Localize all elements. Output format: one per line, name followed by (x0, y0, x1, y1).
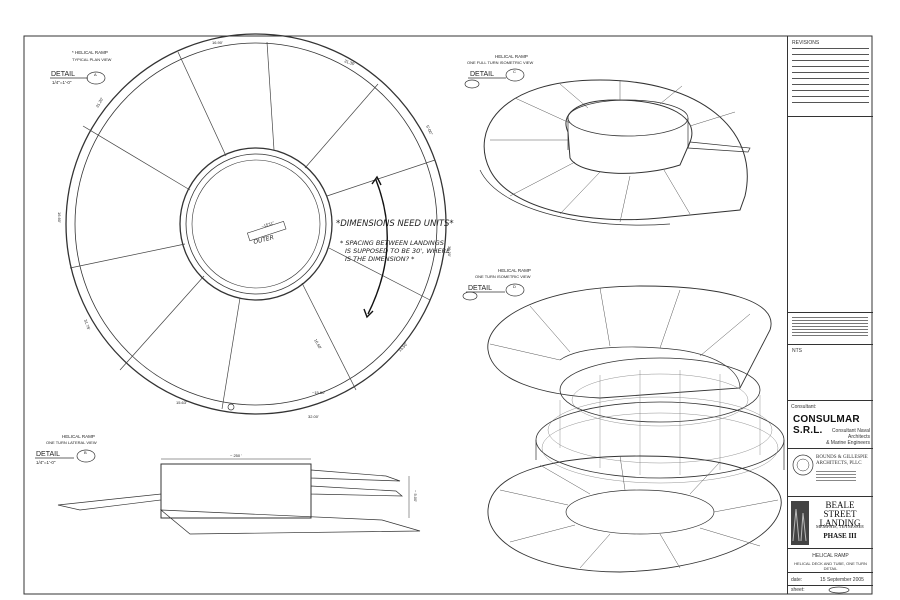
detail-b-scale: 1/4"=1'-0" (36, 460, 56, 465)
annotation-note-2-line3: IS THE DIMENSION? * (345, 255, 415, 263)
review-annotations: *DIMENSIONS NEED UNITS* * SPACING BETWEE… (336, 175, 454, 319)
detail-a-tag (86, 71, 106, 85)
detail-a-id: A (94, 72, 97, 77)
sheet-label: sheet: (791, 587, 805, 593)
consultant-label: Consultant: (791, 404, 817, 410)
blank-box (788, 116, 873, 312)
architect-seal-icon (792, 454, 814, 476)
dim-label: 32.00' (308, 414, 319, 419)
sheet-subtitle: HELICAL DECK AND TUBE, ONE TURN DETAIL (794, 561, 867, 571)
annotation-arc-arrow (367, 179, 388, 315)
annotation-note-2-line2: IS SUPPOSED TO BE 30', WHERE (345, 247, 451, 255)
detail-c-label: DETAIL (470, 71, 494, 78)
sheet-title: HELICAL RAMP (812, 553, 849, 559)
sheet-number-mark (828, 586, 850, 594)
dim-label: 16.90' (212, 40, 223, 45)
project-city: MEMPHIS, TENNESSEE (816, 524, 864, 529)
firm-subtitle-line1: Consultant Naval Architects (831, 428, 870, 440)
dim-label: 31.35' (344, 58, 356, 66)
detail-d-label: DETAIL (468, 285, 492, 292)
revisions-label: REVISIONS (792, 40, 820, 46)
date-box: date: 15 September 2005 sheet: (788, 572, 873, 594)
dim-label: 31.20' (447, 246, 452, 257)
project-box: BEALE STREET LANDING MEMPHIS, TENNESSEE … (788, 496, 873, 584)
notes-label: NTS (792, 348, 802, 354)
architect-line1: BOUNDS & GILLESPIE (816, 455, 868, 460)
project-name: BEALE STREET LANDING (810, 501, 870, 528)
detail-b-label: DETAIL (36, 451, 60, 458)
annotation-note-1: *DIMENSIONS NEED UNITS* (336, 219, 454, 229)
architect-line2: ARCHITECTS, PLLC (816, 461, 862, 466)
title-block: REVISIONS NTS Consultant: CONSULMAR S.R.… (787, 36, 873, 594)
notes-box: NTS (788, 344, 873, 400)
center-dim-label: ~15'11" (261, 220, 276, 229)
project-line2: LANDING (819, 518, 861, 528)
detail-c-id: C (513, 69, 516, 74)
detail-d-isometric-view: HELICAL RAMP ONE TURN ISOMETRIC VIEW DET… (462, 268, 785, 573)
dim-label: 15.50' (397, 341, 408, 352)
dim-label: 15.63' (176, 400, 187, 405)
detail-a-label: DETAIL (51, 71, 75, 78)
copyright-box (788, 312, 873, 344)
sheet-border (23, 35, 873, 595)
date-value: 15 September 2005 (820, 577, 864, 583)
annotation-note-2-line1: * SPACING BETWEEN LANDINGS (340, 239, 444, 247)
detail-c-subtitle: ONE FULL TURN ISOMETRIC VIEW (467, 60, 533, 65)
detail-b-subtitle: ONE TURN LATERAL VIEW (46, 440, 97, 445)
detail-b-dim-top: ~ 250 ' (230, 453, 242, 458)
detail-a-title: * HELICAL RAMP (72, 50, 108, 55)
detail-c-isometric-view: HELICAL RAMP ONE FULL TURN ISOMETRIC VIE… (464, 54, 751, 226)
detail-a-subtitle: TYPICAL PLAN VIEW (72, 57, 112, 62)
center-outer-label: OUTER (253, 234, 275, 246)
dim-label: 31.75' (83, 319, 91, 331)
revisions-box: REVISIONS (788, 36, 873, 116)
firm-subtitle-line2: & Marine Engineers (826, 440, 870, 446)
detail-b-tag (76, 449, 96, 463)
architect-box: BOUNDS & GILLESPIE ARCHITECTS, PLLC (788, 448, 873, 496)
detail-b-lateral-view: HELICAL RAMP ONE TURN LATERAL VIEW DETAI… (35, 434, 421, 535)
dim-label: 16.60' (313, 338, 323, 350)
detail-a-plan-view: ~15'11" OUTER 16.90' 31.35' 5'-00" 31.20… (50, 33, 452, 419)
date-label: date: (791, 577, 803, 583)
detail-d-tag (505, 283, 525, 297)
detail-c-tag (505, 68, 525, 82)
project-line1: BEALE STREET (823, 500, 857, 519)
project-logo-icon (791, 501, 809, 545)
detail-d-id: D (513, 284, 516, 289)
dim-label: 16.60' (57, 212, 62, 223)
detail-b-dim-side: ~ 5.00' (413, 490, 418, 502)
dim-label: ~15.60' (312, 390, 325, 395)
detail-c-title: HELICAL RAMP (495, 54, 528, 59)
detail-d-title: HELICAL RAMP (498, 268, 531, 273)
project-phase: PHASE III (823, 532, 857, 540)
detail-a-scale: 1/4"=1'-0" (52, 80, 72, 85)
detail-d-subtitle: ONE TURN ISOMETRIC VIEW (475, 274, 531, 279)
firm-subtitle: Consultant Naval Architects & Marine Eng… (818, 428, 870, 446)
detail-b-id: B (84, 450, 87, 455)
dim-label: 5'-00" (425, 124, 434, 136)
dim-label: 31.20' (95, 96, 105, 108)
consultant-box: Consultant: CONSULMAR S.R.L. Consultant … (788, 400, 873, 448)
detail-b-title: HELICAL RAMP (62, 434, 95, 439)
firm-name: CONSULMAR S.R.L. (793, 414, 860, 436)
